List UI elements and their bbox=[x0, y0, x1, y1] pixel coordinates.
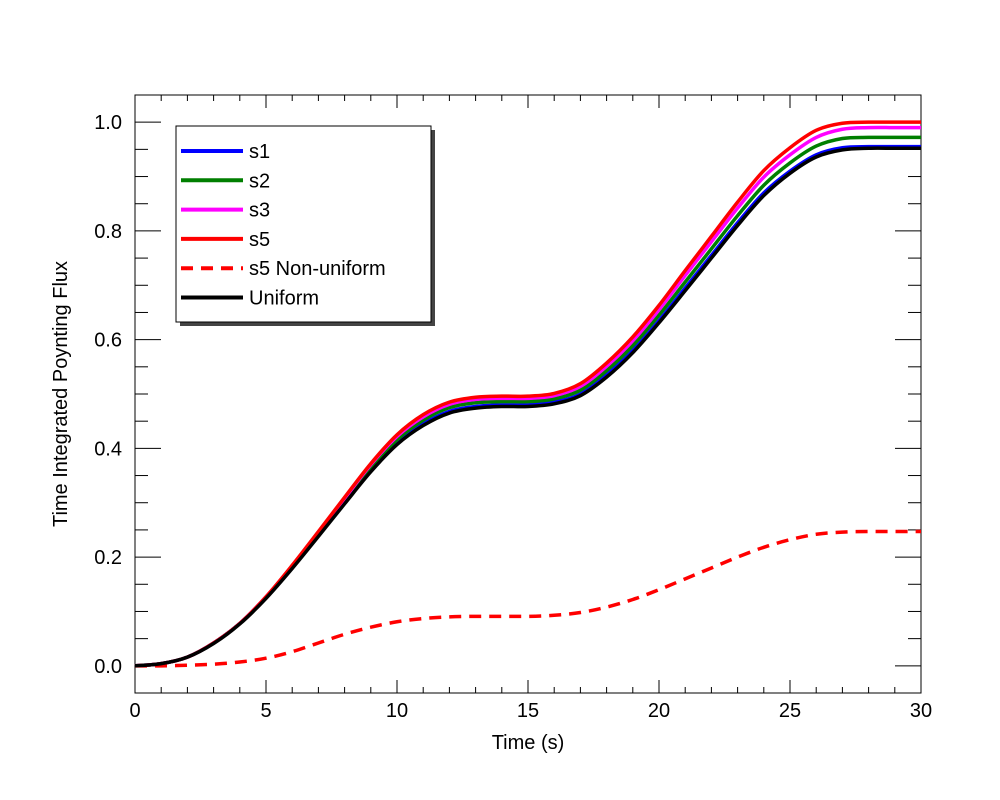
axis-ticks: 0 5 10 15 20 25 30 0.0 0.2 0.4 0.6 0.8 1.0 bbox=[94, 94, 932, 722]
legend-label-s5-non-uniform: s5 Non-uniform bbox=[249, 258, 386, 280]
y-tick-label: 0.8 bbox=[94, 221, 122, 243]
x-axis-title: Time (s) bbox=[492, 732, 565, 754]
legend-entries: s1 s2 s3 s5 s5 Non-uniform Uniform bbox=[181, 141, 386, 310]
x-tick-label: 20 bbox=[648, 700, 670, 722]
legend-label-s3: s3 bbox=[249, 200, 270, 222]
legend-label-uniform: Uniform bbox=[249, 288, 319, 310]
x-tick-label: 10 bbox=[386, 700, 408, 722]
series-line-uniform bbox=[134, 146, 921, 668]
legend-label-s1: s1 bbox=[249, 141, 270, 163]
y-tick-label: 0.0 bbox=[94, 656, 122, 678]
y-tick-label: 0.2 bbox=[94, 547, 122, 569]
x-tick-label: 15 bbox=[517, 700, 539, 722]
y-tick-label: 1.0 bbox=[94, 112, 122, 134]
x-tick-label: 0 bbox=[129, 700, 140, 722]
y-axis-title: Time Integrated Poynting Flux bbox=[50, 261, 72, 527]
legend-label-s2: s2 bbox=[249, 170, 270, 192]
series-lines bbox=[134, 120, 921, 668]
legend: s1 s2 s3 s5 s5 Non-uniform Uniform bbox=[175, 125, 435, 326]
series-line-s5-non-uniform bbox=[134, 529, 921, 668]
legend-box bbox=[175, 125, 432, 323]
y-tick-label: 0.6 bbox=[94, 330, 122, 352]
x-tick-label: 25 bbox=[779, 700, 801, 722]
legend-label-s5: s5 bbox=[249, 229, 270, 251]
x-tick-label: 30 bbox=[910, 700, 932, 722]
x-tick-label: 5 bbox=[260, 700, 271, 722]
y-tick-label: 0.4 bbox=[94, 438, 122, 460]
